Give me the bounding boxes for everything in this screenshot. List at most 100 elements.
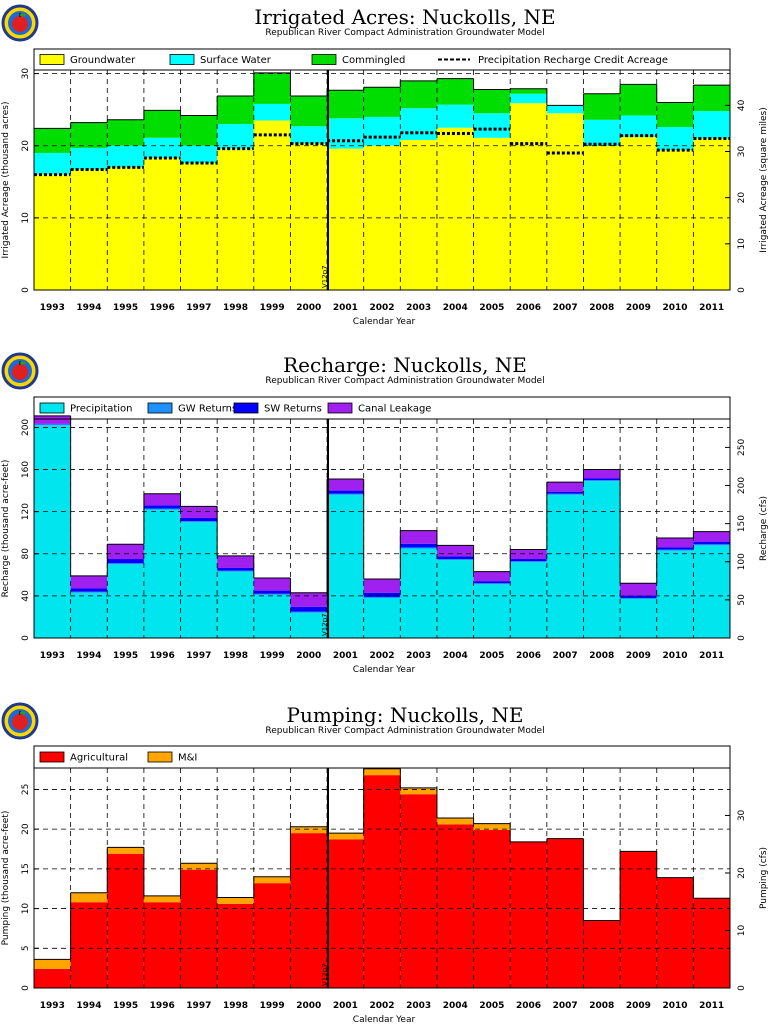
bar-recharge-sw-returns-2010 bbox=[656, 547, 694, 550]
ytick-label-left: 5 bbox=[21, 945, 31, 951]
legend-label-2: Commingled bbox=[342, 55, 405, 66]
xtick-label-1995: 1995 bbox=[113, 651, 138, 661]
bar-recharge-gw-returns-1995 bbox=[107, 563, 144, 565]
bar-pumping-agricultural-2007 bbox=[546, 838, 584, 988]
xtick-label-1997: 1997 bbox=[186, 651, 211, 661]
chart-panel-irrigated: Irrigated Acres: Nuckolls, NERepublican … bbox=[1, 5, 768, 327]
y-axis-title: Pumping (thousand acre-feet) bbox=[1, 811, 11, 946]
bar-recharge-precipitation-2011 bbox=[693, 545, 730, 638]
bar-recharge-sw-returns-1998 bbox=[217, 567, 254, 571]
y-axis-title: Recharge (thousand acre-feet) bbox=[1, 460, 11, 598]
ytick-label-right: 10 bbox=[737, 924, 747, 936]
bar-pumping-agricultural-1994 bbox=[70, 902, 108, 988]
xtick-label-2000: 2000 bbox=[296, 1001, 321, 1011]
bar-irrigated-commingled-2006 bbox=[510, 88, 547, 94]
xtick-label-2008: 2008 bbox=[589, 303, 614, 313]
bar-recharge-sw-returns-2003 bbox=[400, 543, 437, 548]
bar-irrigated-commingled-2003 bbox=[400, 80, 437, 109]
ytick-label-right: 20 bbox=[737, 867, 747, 879]
plot-border bbox=[33, 69, 731, 291]
bar-recharge-precipitation-1998 bbox=[217, 571, 254, 638]
bar-irrigated-surface-water-2004 bbox=[436, 104, 474, 128]
bar-irrigated-groundwater-2003 bbox=[400, 139, 437, 290]
bar-recharge-canal-leakage-2005 bbox=[473, 571, 511, 582]
ytick-label-right: 30 bbox=[737, 146, 747, 158]
bar-recharge-sw-returns-2000 bbox=[290, 606, 328, 612]
bar-irrigated-commingled-2011 bbox=[693, 85, 730, 112]
bar-irrigated-commingled-2002 bbox=[363, 87, 401, 117]
xtick-label-2008: 2008 bbox=[589, 1001, 614, 1011]
bar-recharge-precipitation-2003 bbox=[400, 548, 437, 638]
legend-label-2: SW Returns bbox=[264, 404, 322, 415]
y-axis-title-right: Irrigated Acreage (square miles) bbox=[759, 107, 768, 252]
bar-recharge-canal-leakage-2004 bbox=[436, 545, 474, 557]
bar-pumping-m-i-1994 bbox=[70, 892, 108, 903]
xtick-label-2009: 2009 bbox=[626, 651, 651, 661]
chart-subtitle: Republican River Compact Administration … bbox=[265, 28, 544, 38]
bar-irrigated-groundwater-2011 bbox=[693, 138, 730, 290]
bar-irrigated-commingled-1998 bbox=[217, 95, 254, 125]
bar-recharge-canal-leakage-2008 bbox=[583, 469, 621, 479]
bar-irrigated-commingled-2005 bbox=[473, 89, 511, 114]
ytick-label-right: 50 bbox=[737, 594, 747, 606]
apple-leaf-icon bbox=[20, 711, 26, 715]
bar-recharge-gw-returns-1997 bbox=[180, 521, 218, 523]
ytick-label-left: 20 bbox=[21, 140, 31, 152]
bar-recharge-gw-returns-2007 bbox=[546, 493, 584, 495]
xtick-label-2009: 2009 bbox=[626, 303, 651, 313]
bar-irrigated-groundwater-1999 bbox=[253, 120, 291, 290]
xtick-label-2006: 2006 bbox=[516, 303, 541, 313]
bar-recharge-sw-returns-1994 bbox=[70, 588, 108, 592]
plot-border bbox=[33, 767, 731, 989]
bar-recharge-precipitation-1997 bbox=[180, 522, 218, 638]
bar-recharge-precipitation-1999 bbox=[253, 594, 291, 638]
ytick-label-left: 0 bbox=[21, 985, 31, 991]
bar-recharge-precipitation-2004 bbox=[436, 560, 474, 638]
bar-recharge-canal-leakage-1995 bbox=[107, 544, 144, 560]
legend-swatch-1 bbox=[147, 402, 173, 414]
bar-irrigated-commingled-1994 bbox=[70, 122, 108, 148]
ytick-label-left: 25 bbox=[21, 784, 31, 795]
xtick-label-2007: 2007 bbox=[553, 651, 578, 661]
bar-pumping-agricultural-2002 bbox=[363, 775, 401, 988]
bar-pumping-m-i-2001 bbox=[327, 833, 364, 840]
bar-recharge-canal-leakage-1998 bbox=[217, 555, 254, 568]
xtick-label-2000: 2000 bbox=[296, 651, 321, 661]
bar-irrigated-surface-water-2008 bbox=[583, 119, 621, 146]
bar-irrigated-groundwater-2009 bbox=[620, 137, 657, 290]
xtick-label-2004: 2004 bbox=[443, 1001, 468, 1011]
bar-recharge-sw-returns-1995 bbox=[107, 559, 144, 564]
xtick-label-2010: 2010 bbox=[663, 1001, 688, 1011]
bar-recharge-gw-returns-2003 bbox=[400, 547, 437, 549]
apple-icon bbox=[12, 16, 28, 32]
bar-recharge-precipitation-2006 bbox=[510, 562, 547, 638]
bar-recharge-gw-returns-2008 bbox=[583, 480, 621, 482]
bar-recharge-gw-returns-2002 bbox=[363, 596, 401, 598]
bar-recharge-precipitation-2010 bbox=[656, 550, 694, 638]
xtick-label-2005: 2005 bbox=[479, 303, 504, 313]
bar-pumping-agricultural-2008 bbox=[583, 920, 621, 988]
bar-recharge-canal-leakage-1996 bbox=[143, 493, 181, 506]
apple-leaf-icon bbox=[20, 13, 26, 17]
bar-recharge-canal-leakage-2000 bbox=[290, 592, 328, 607]
bar-pumping-m-i-1998 bbox=[217, 897, 254, 904]
ytick-label-left: 20 bbox=[21, 823, 31, 835]
bar-pumping-agricultural-1995 bbox=[107, 853, 144, 988]
bar-irrigated-surface-water-2010 bbox=[656, 126, 694, 151]
bar-recharge-gw-returns-1993 bbox=[34, 424, 71, 426]
bar-recharge-sw-returns-2002 bbox=[363, 592, 401, 597]
bar-pumping-m-i-2002 bbox=[363, 768, 401, 776]
xtick-label-2004: 2004 bbox=[443, 303, 468, 313]
ytick-label-left: 10 bbox=[21, 212, 31, 224]
bar-irrigated-groundwater-2001 bbox=[327, 148, 364, 290]
bar-pumping-agricultural-2001 bbox=[327, 839, 364, 988]
bar-irrigated-groundwater-1994 bbox=[70, 169, 108, 290]
xtick-label-2003: 2003 bbox=[406, 303, 431, 313]
xtick-label-1995: 1995 bbox=[113, 303, 138, 313]
bar-recharge-precipitation-2002 bbox=[363, 597, 401, 638]
bar-irrigated-surface-water-1994 bbox=[70, 147, 108, 170]
bar-pumping-agricultural-2009 bbox=[620, 851, 657, 988]
bar-recharge-gw-returns-2011 bbox=[693, 544, 730, 546]
bar-irrigated-commingled-2008 bbox=[583, 93, 621, 120]
model-marker-label: V12p7 bbox=[321, 265, 329, 288]
